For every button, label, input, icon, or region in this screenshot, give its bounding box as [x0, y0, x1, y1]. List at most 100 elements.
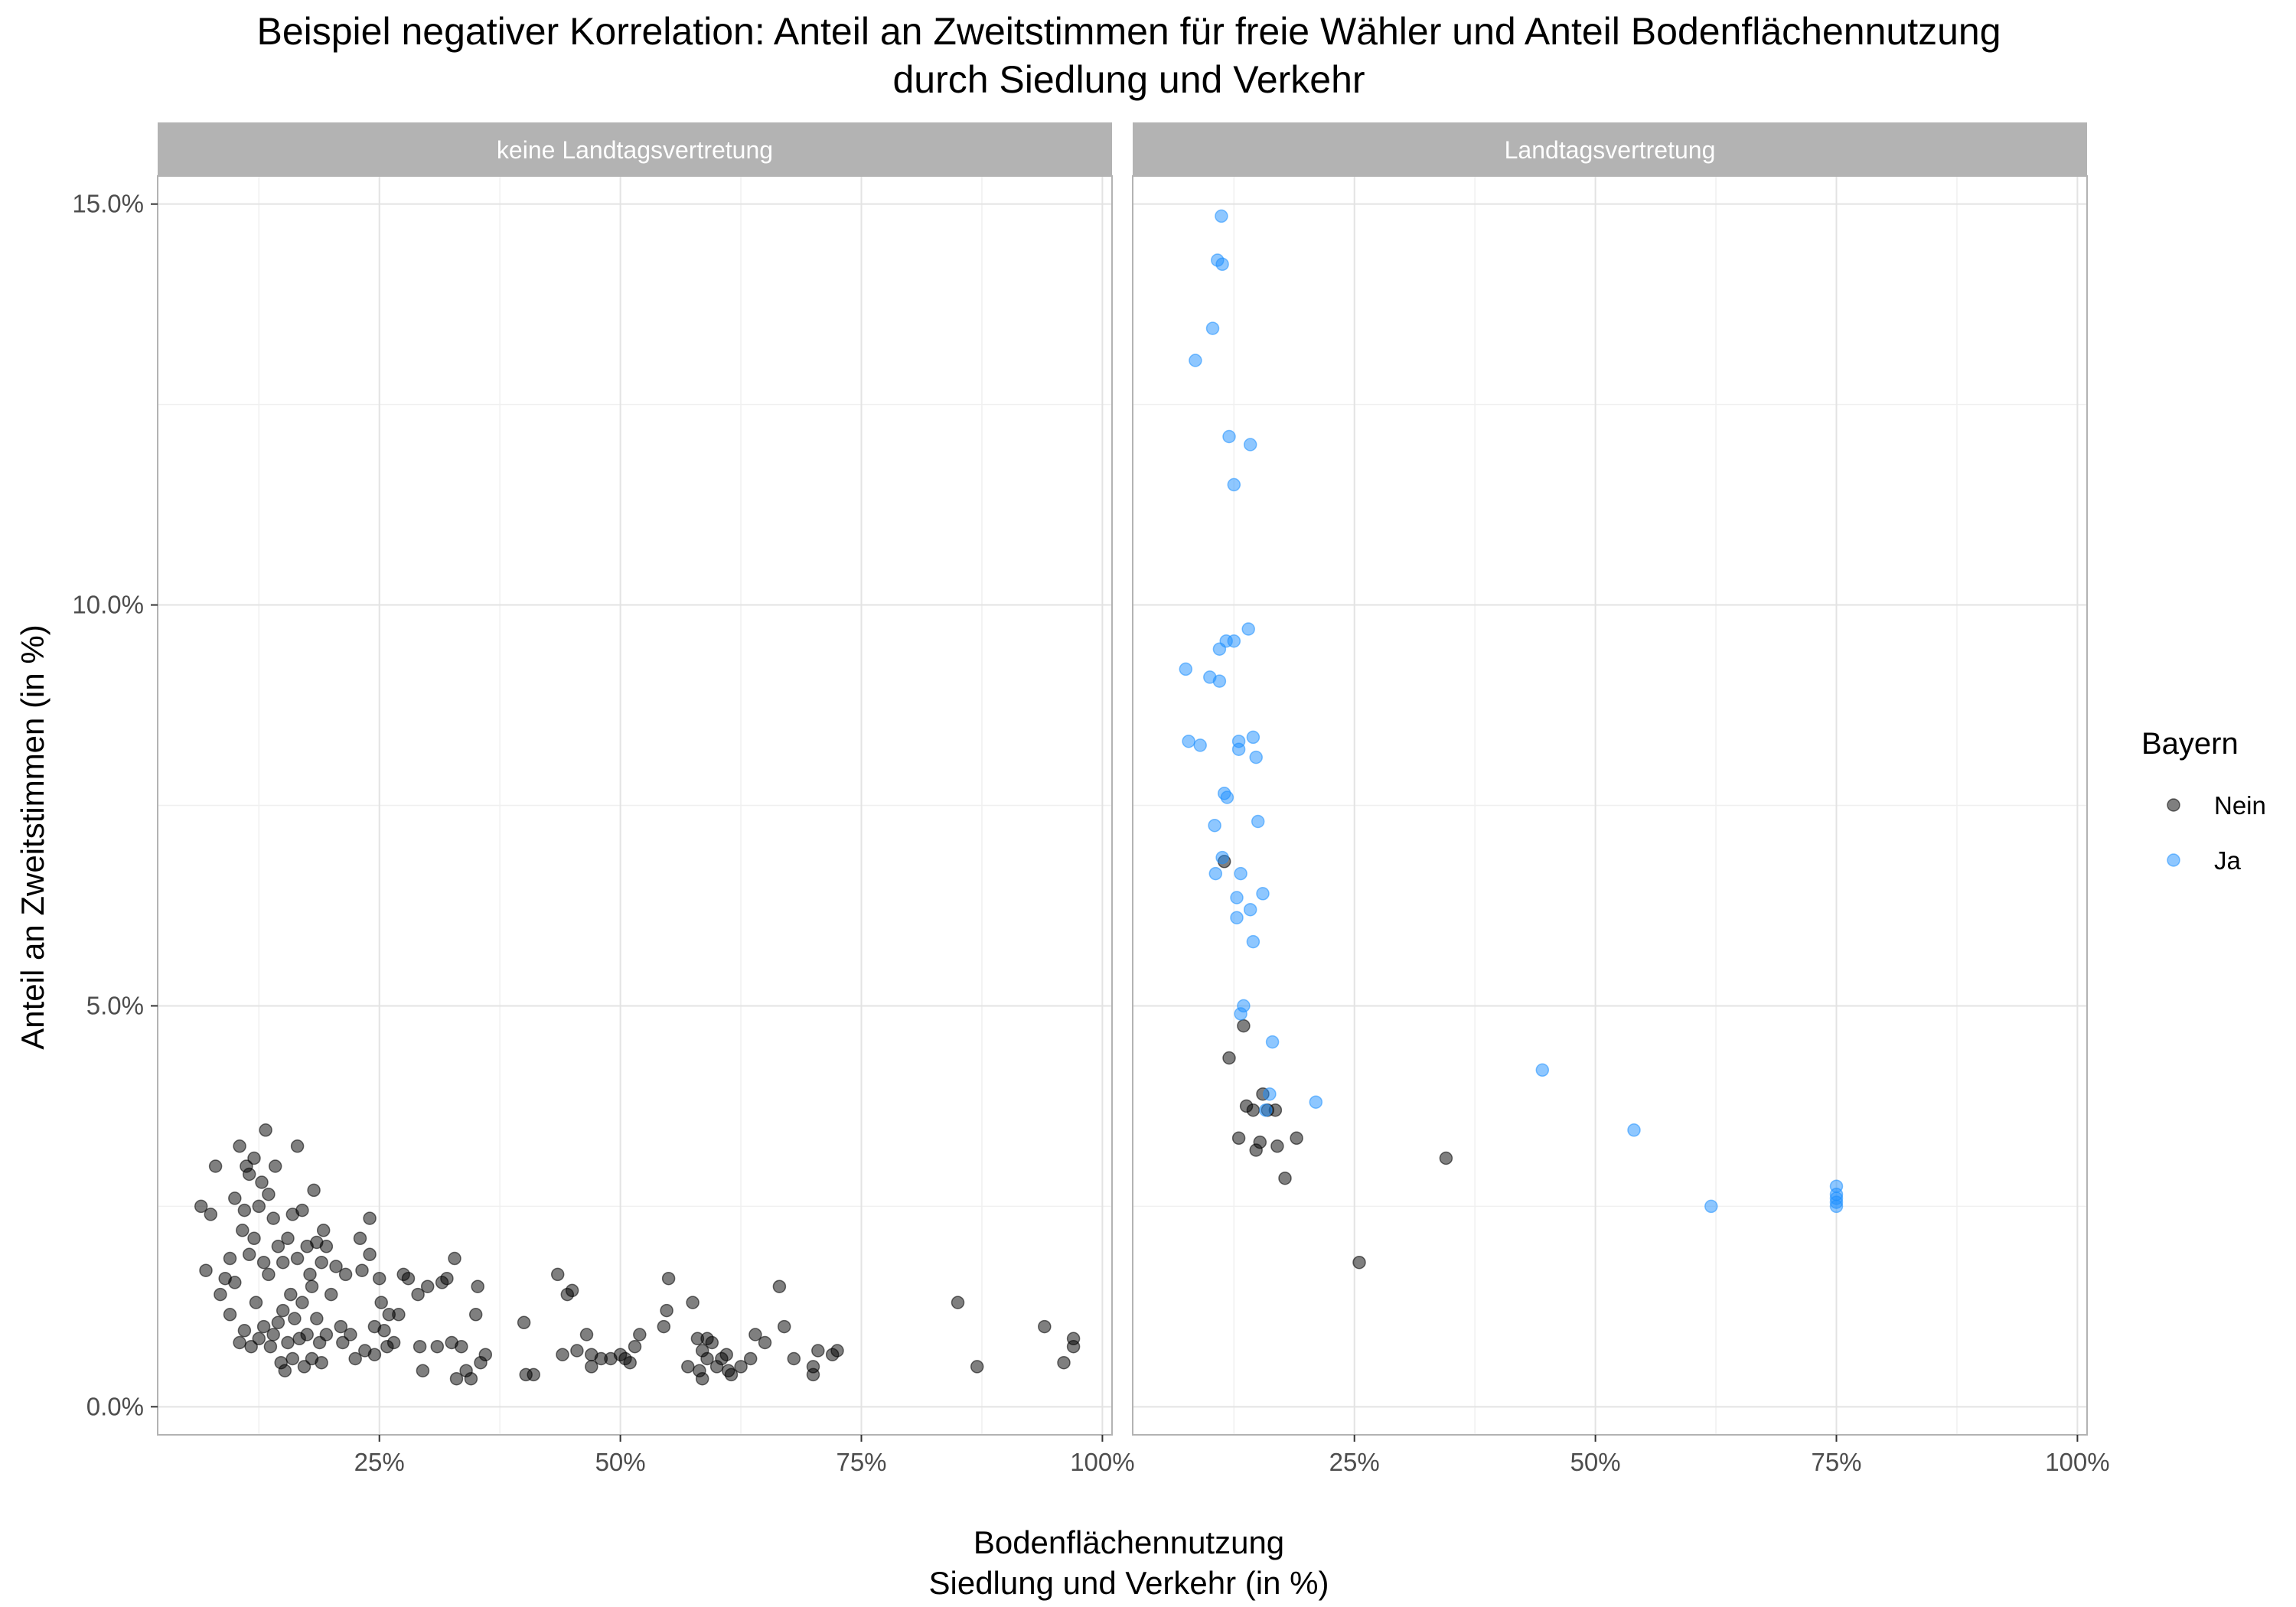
data-point-nein	[392, 1308, 406, 1322]
data-point-nein	[204, 1208, 218, 1221]
data-point-ja	[1243, 438, 1257, 451]
data-point-nein	[338, 1267, 353, 1282]
facet-panel-2: Landtagsvertretung 25% 50% 75% 100%	[1132, 122, 2110, 1476]
data-point-nein	[199, 1263, 213, 1277]
data-point-nein	[284, 1287, 298, 1302]
data-point-ja	[1249, 750, 1263, 764]
data-point-nein	[550, 1267, 565, 1282]
data-point-nein	[252, 1199, 266, 1214]
data-point-nein	[223, 1251, 237, 1266]
data-point-nein	[743, 1351, 758, 1366]
data-point-nein	[420, 1279, 435, 1293]
data-point-nein	[565, 1283, 579, 1298]
data-point-nein	[430, 1339, 445, 1354]
data-point-nein	[1246, 1103, 1261, 1117]
data-point-ja	[1227, 634, 1241, 648]
facet-strip-background	[158, 122, 1112, 176]
data-point-nein	[305, 1279, 319, 1293]
x-tick-label: 50%	[1570, 1448, 1621, 1476]
data-point-nein	[811, 1344, 825, 1358]
facet-strip-background	[1133, 122, 2087, 176]
data-point-nein	[719, 1348, 733, 1361]
data-point-nein	[700, 1351, 714, 1366]
data-point-nein	[628, 1339, 642, 1354]
facet-panel-1: keine Landtagsvertretung 25% 50% 75% 100% 0.0…	[72, 122, 1135, 1476]
data-point-nein	[266, 1211, 280, 1225]
data-point-nein	[1038, 1319, 1052, 1334]
data-point-nein	[344, 1328, 357, 1341]
facet-panels: keine Landtagsvertretung 25% 50% 75% 100% 0.0…	[72, 122, 2110, 1476]
facet-strip-label: keine Landtagsvertretung	[497, 136, 773, 164]
data-point-nein	[300, 1328, 314, 1341]
data-point-nein	[255, 1175, 269, 1189]
data-point-nein	[363, 1247, 377, 1262]
data-point-nein	[214, 1287, 227, 1302]
data-point-nein	[242, 1167, 256, 1182]
data-point-nein	[237, 1324, 252, 1338]
data-point-ja	[1220, 790, 1234, 804]
data-point-nein	[237, 1203, 252, 1217]
data-point-nein	[256, 1319, 271, 1334]
data-point-nein	[281, 1231, 295, 1246]
data-point-nein	[464, 1371, 478, 1386]
data-point-nein	[579, 1328, 594, 1341]
data-point-nein	[748, 1328, 762, 1341]
data-point-nein	[315, 1255, 328, 1270]
data-point-nein	[1253, 1135, 1267, 1149]
data-point-nein	[806, 1367, 820, 1382]
data-point-nein	[319, 1240, 334, 1253]
data-point-nein	[413, 1339, 427, 1354]
data-point-nein	[266, 1328, 280, 1341]
data-point-nein	[276, 1303, 290, 1318]
x-axis-title-line-1: Bodenflächennutzung	[974, 1524, 1284, 1560]
data-point-nein	[329, 1260, 343, 1273]
data-point-ja	[1189, 354, 1202, 367]
data-point-nein	[262, 1267, 276, 1282]
data-point-nein	[970, 1360, 984, 1374]
data-point-nein	[686, 1296, 700, 1309]
data-point-ja	[1227, 478, 1241, 492]
data-point-nein	[249, 1296, 263, 1309]
data-point-nein	[478, 1348, 493, 1361]
x-tick-label: 100%	[2045, 1448, 2109, 1476]
data-point-nein	[303, 1267, 317, 1282]
legend-key-ja	[2167, 853, 2180, 867]
data-point-ja	[1215, 209, 1228, 223]
y-tick-label: 0.0%	[86, 1392, 144, 1420]
data-point-nein	[471, 1279, 484, 1293]
x-tick-label: 75%	[1811, 1448, 1861, 1476]
data-point-ja	[1246, 934, 1261, 949]
data-point-ja	[1230, 911, 1244, 924]
data-point-nein	[348, 1351, 362, 1366]
data-point-nein	[1222, 1051, 1236, 1065]
data-point-nein	[440, 1271, 454, 1286]
data-point-nein	[233, 1139, 246, 1153]
x-tick-label: 25%	[354, 1448, 405, 1476]
data-point-nein	[386, 1335, 401, 1350]
data-point-ja	[1212, 674, 1227, 688]
data-point-nein	[319, 1328, 334, 1341]
data-point-ja	[1263, 1087, 1277, 1101]
y-tick-label: 10.0%	[72, 591, 144, 619]
data-point-nein	[411, 1287, 425, 1302]
data-point-nein	[281, 1335, 295, 1350]
data-point-ja	[1208, 818, 1221, 833]
data-point-nein	[271, 1240, 285, 1253]
data-point-ja	[1234, 866, 1247, 881]
data-point-nein	[1231, 1131, 1246, 1146]
data-point-nein	[236, 1224, 249, 1237]
data-point-nein	[355, 1263, 369, 1277]
data-point-nein	[374, 1296, 388, 1309]
x-tick-label: 25%	[1329, 1448, 1380, 1476]
data-point-nein	[316, 1224, 331, 1237]
chart-title-line-1: Beispiel negativer Korrelation: Anteil a…	[256, 10, 2001, 53]
data-point-nein	[758, 1335, 772, 1350]
panel-border	[1132, 175, 2088, 1436]
data-point-nein	[623, 1355, 637, 1370]
data-point-nein	[295, 1203, 309, 1217]
data-point-nein	[1352, 1255, 1366, 1270]
data-point-nein	[223, 1308, 237, 1322]
data-point-nein	[372, 1271, 386, 1286]
data-point-ja	[1205, 321, 1220, 335]
data-point-ja	[1243, 902, 1257, 917]
